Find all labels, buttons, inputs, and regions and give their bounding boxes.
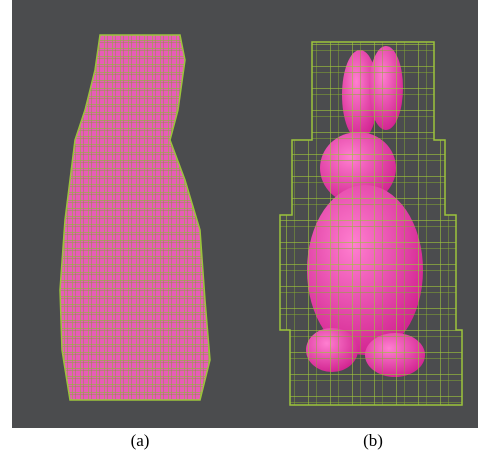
- caption: (b): [363, 431, 383, 450]
- figure: (a) (b): [0, 0, 488, 452]
- caption: (a): [131, 431, 150, 450]
